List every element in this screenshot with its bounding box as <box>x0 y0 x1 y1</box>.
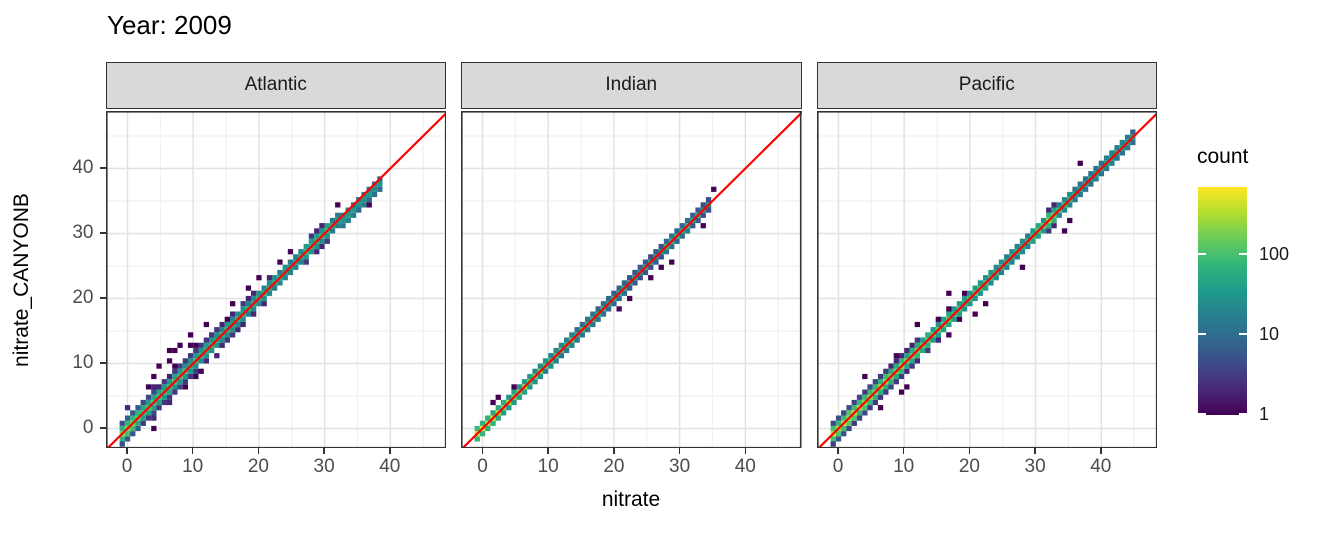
y-tick-label: 20 <box>72 287 94 308</box>
x-tick-mark <box>257 448 260 454</box>
y-tick-label: 0 <box>82 417 94 438</box>
x-tick-mark <box>323 448 325 454</box>
x-tick-mark <box>837 448 839 454</box>
facet-strip-atlantic: Atlantic <box>105 62 446 109</box>
x-tick-mark <box>389 448 391 454</box>
plot-title: Year: 2009 <box>107 10 232 40</box>
x-tick-mark <box>547 448 549 454</box>
x-tick-label: 30 <box>313 456 335 477</box>
y-tick-label: 40 <box>72 157 94 178</box>
y-tick-mark <box>99 297 106 299</box>
facet-panel-pacific <box>816 110 1157 448</box>
x-tick-label: 10 <box>182 456 204 477</box>
legend-tick-notch <box>1239 333 1247 336</box>
legend-tick-notch <box>1198 412 1206 415</box>
legend-tick-notch <box>1239 412 1247 415</box>
legend-tick-notch <box>1198 333 1206 336</box>
x-tick-mark <box>481 448 484 454</box>
facet-strip-indian: Indian <box>461 62 802 109</box>
legend-title: count <box>1197 145 1249 168</box>
identity-line <box>461 110 802 448</box>
x-tick-label: 40 <box>379 456 401 477</box>
identity-line <box>105 110 446 448</box>
y-tick-mark <box>99 232 106 234</box>
x-tick-mark <box>968 448 971 454</box>
legend-tick-notch <box>1239 252 1247 255</box>
y-tick-label: 30 <box>72 222 94 243</box>
facet-panel-atlantic <box>105 110 446 448</box>
x-tick-label: 0 <box>477 456 488 477</box>
x-tick-mark <box>191 448 194 454</box>
facet-strip-label: Atlantic <box>244 74 307 96</box>
facet-strip-label: Pacific <box>958 74 1015 96</box>
identity-line <box>816 110 1157 448</box>
legend-tick-label: 10 <box>1259 324 1280 345</box>
facet-panel-indian <box>461 110 802 448</box>
y-tick-mark <box>99 362 106 364</box>
x-tick-label: 40 <box>1090 456 1112 477</box>
x-tick-label: 30 <box>669 456 691 477</box>
x-tick-label: 0 <box>121 456 133 477</box>
y-tick-label: 10 <box>72 352 94 373</box>
x-tick-label: 0 <box>832 456 844 477</box>
x-tick-label: 20 <box>247 456 269 477</box>
x-tick-mark <box>1100 448 1102 454</box>
x-tick-label: 10 <box>537 456 559 477</box>
y-tick-mark <box>99 167 106 169</box>
x-tick-label: 20 <box>603 456 625 477</box>
x-tick-label: 20 <box>958 456 980 477</box>
facet-strip-pacific: Pacific <box>816 62 1157 109</box>
legend-tick-label: 100 <box>1259 243 1290 264</box>
x-tick-label: 30 <box>1024 456 1046 477</box>
x-tick-mark <box>126 448 128 454</box>
x-tick-label: 40 <box>734 456 756 477</box>
legend-tick-notch <box>1198 252 1206 255</box>
x-tick-mark <box>744 448 747 454</box>
x-tick-mark <box>613 448 615 454</box>
x-tick-mark <box>678 448 681 454</box>
x-axis-title: nitrate <box>601 488 661 511</box>
legend-tick-label: 1 <box>1259 403 1270 424</box>
x-tick-mark <box>902 448 905 454</box>
y-tick-mark <box>99 427 106 429</box>
facet-strip-label: Indian <box>605 74 658 96</box>
legend-colorbar <box>1198 187 1247 415</box>
x-tick-label: 10 <box>893 456 915 477</box>
x-tick-mark <box>1034 448 1036 454</box>
y-axis-title: nitrate_CANYONB <box>10 193 33 367</box>
